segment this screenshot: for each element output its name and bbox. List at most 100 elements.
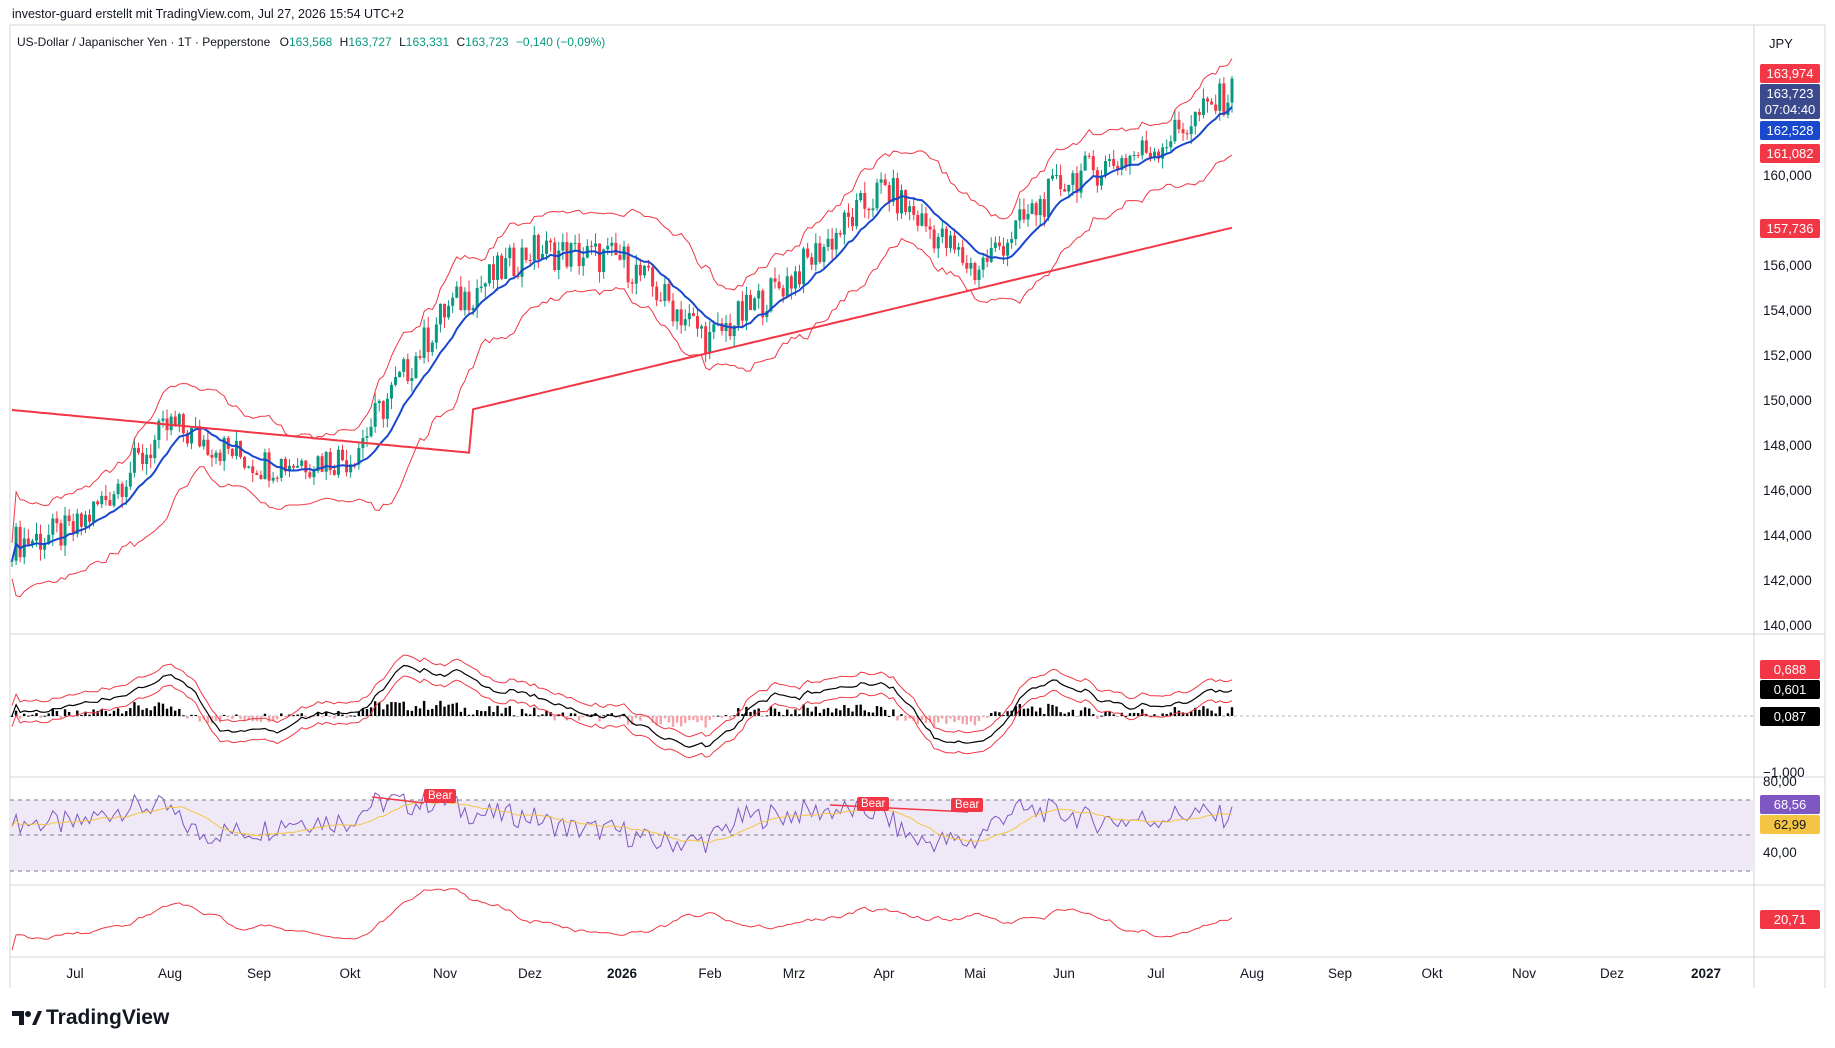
candle-body xyxy=(524,247,528,261)
currency-label[interactable]: JPY xyxy=(1769,36,1793,51)
macd-histogram-bar xyxy=(912,716,915,722)
candle-body xyxy=(181,414,185,434)
time-tick: Jul xyxy=(66,966,84,981)
macd-histogram-bar xyxy=(528,714,532,716)
candle-body xyxy=(296,465,300,468)
macd-histogram-bar xyxy=(953,716,956,723)
candle-body xyxy=(430,342,434,353)
candle-body xyxy=(769,278,773,312)
macd-histogram-bar xyxy=(610,713,613,716)
candle-body xyxy=(679,309,683,326)
macd-histogram-bar xyxy=(1067,712,1070,716)
macd-histogram-bar xyxy=(659,716,662,725)
candle-body xyxy=(128,472,132,487)
macd-histogram-bar xyxy=(545,710,548,716)
candle-body xyxy=(385,398,389,419)
macd-histogram-bar xyxy=(806,707,809,716)
candle-body xyxy=(508,247,512,259)
candle-body xyxy=(1063,189,1067,192)
macd-histogram-bar xyxy=(312,716,316,717)
candle-body xyxy=(818,243,822,263)
macd-histogram-bar xyxy=(573,713,577,716)
candle-body xyxy=(108,500,112,506)
candle-body xyxy=(1112,159,1116,166)
candle-body xyxy=(859,192,863,201)
candle-body xyxy=(1091,156,1095,171)
candle-body xyxy=(161,418,165,421)
candle-body xyxy=(153,439,157,458)
candle-body xyxy=(402,359,406,372)
candle-body xyxy=(1099,175,1103,186)
candle-body xyxy=(328,452,332,471)
candle-body xyxy=(569,243,573,267)
candle-body xyxy=(1022,209,1026,220)
macd-histogram-bar xyxy=(1079,710,1083,716)
candle-body xyxy=(34,533,38,541)
bear-divergence-label: Bear xyxy=(424,789,457,803)
macd-histogram-bar xyxy=(1169,712,1172,716)
candle-body xyxy=(598,243,602,273)
candle-body xyxy=(1177,119,1181,130)
macd-histogram-bar xyxy=(35,713,38,716)
macd-histogram-bar xyxy=(773,708,777,716)
candle-body xyxy=(936,236,940,249)
candle-body xyxy=(173,416,177,425)
candle-body xyxy=(891,178,895,202)
candle-body xyxy=(500,255,504,279)
macd-histogram-bar xyxy=(182,715,185,717)
time-tick: Dez xyxy=(517,966,543,981)
macd-histogram-bar xyxy=(961,716,964,724)
macd-histogram-bar xyxy=(753,709,756,716)
macd-histogram-bar xyxy=(243,716,246,721)
macd-histogram-bar xyxy=(1075,716,1079,717)
macd-histogram-bar xyxy=(1104,711,1107,716)
candle-body xyxy=(255,473,259,475)
candle-body xyxy=(887,185,891,202)
candle-body xyxy=(704,326,708,354)
macd-histogram-bar xyxy=(549,712,552,716)
candle-body xyxy=(565,242,569,267)
candle-body xyxy=(744,294,748,321)
tradingview-logo[interactable]: TradingView xyxy=(12,1006,169,1030)
candle-body xyxy=(1075,173,1079,193)
macd-histogram-bar xyxy=(280,713,283,716)
macd-histogram-bar xyxy=(1034,711,1038,716)
macd-histogram-bar xyxy=(504,707,507,716)
macd-upper-envelope xyxy=(11,654,1233,738)
candle-body xyxy=(120,483,124,497)
candle-body xyxy=(520,247,524,277)
macd-histogram-bar xyxy=(218,716,222,723)
candle-body xyxy=(471,307,475,311)
candle-body xyxy=(112,494,116,506)
macd-histogram-bar xyxy=(18,716,22,719)
candle-body xyxy=(940,228,944,237)
candle-body xyxy=(214,452,218,458)
candle-body xyxy=(695,316,699,329)
macd-histogram-bar xyxy=(781,715,785,717)
macd-histogram-bar xyxy=(394,702,397,716)
low-value: 163,331 xyxy=(405,35,450,49)
candle-body xyxy=(830,238,834,250)
macd-histogram-bar xyxy=(1161,713,1164,716)
macd-histogram-bar xyxy=(231,716,234,720)
time-tick: Nov xyxy=(432,966,458,981)
macd-histogram-bar xyxy=(557,714,560,716)
candle-body xyxy=(1030,203,1034,214)
macd-histogram-bar xyxy=(981,716,985,718)
macd-histogram-bar xyxy=(945,716,948,724)
candle-body xyxy=(1210,101,1214,105)
macd-histogram-bar xyxy=(716,715,720,717)
candle-body xyxy=(336,449,340,475)
candle-body xyxy=(483,283,487,287)
candle-body xyxy=(834,233,838,250)
symbol-title[interactable]: US-Dollar / Japanischer Yen · 1T · Peppe… xyxy=(17,35,271,49)
macd-hist-badge: 0,087 xyxy=(1760,707,1820,726)
rsi-tick-40: 40,00 xyxy=(1763,845,1797,860)
macd-histogram-bar xyxy=(1124,715,1128,717)
symbol-legend[interactable]: US-Dollar / Japanischer Yen · 1T · Peppe… xyxy=(17,35,605,49)
macd-histogram-bar xyxy=(10,716,14,717)
candle-body xyxy=(932,229,936,249)
macd-histogram-bar xyxy=(712,716,716,717)
macd-histogram-bar xyxy=(675,716,679,723)
